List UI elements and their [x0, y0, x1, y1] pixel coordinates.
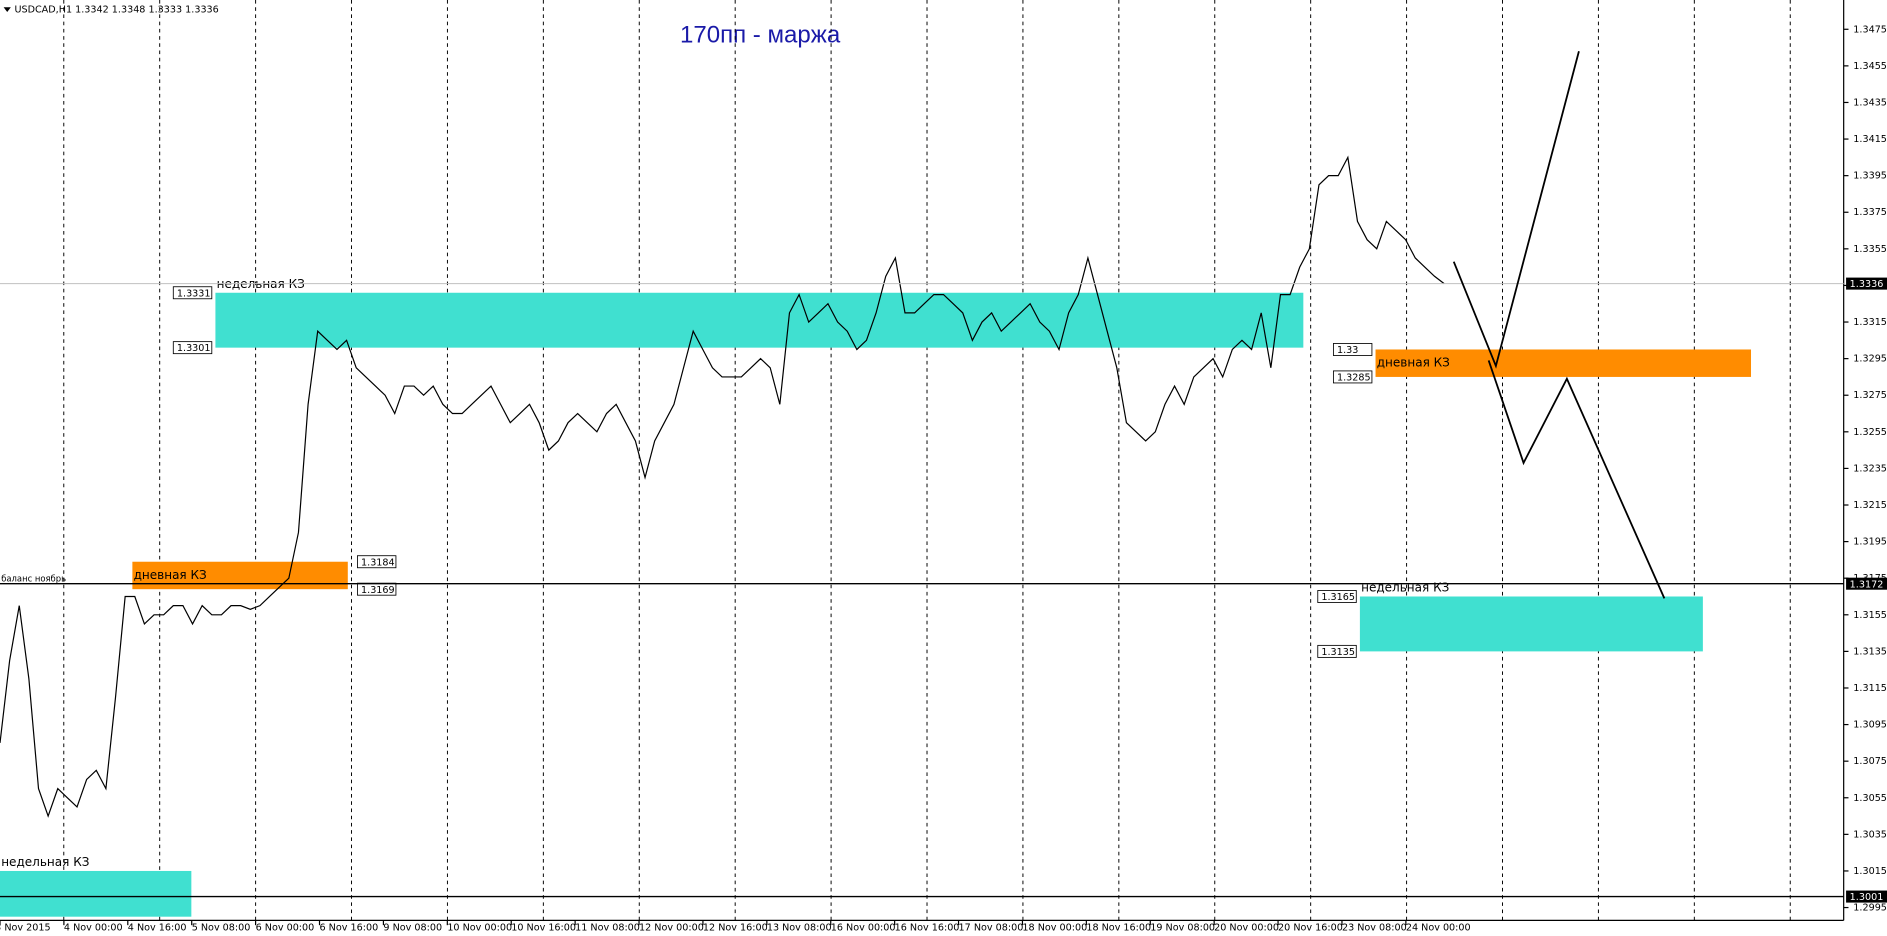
y-tick-label: 1.3015 [1853, 866, 1887, 877]
y-tick-label: 1.3315 [1853, 317, 1887, 328]
zone-price-label: 1.3285 [1337, 373, 1371, 384]
x-tick-label: 3 Nov 2015 [0, 923, 51, 934]
zone-price-label-box [357, 555, 397, 569]
zone-price-label-box [172, 341, 213, 355]
x-tick-label: 9 Nov 08:00 [383, 923, 442, 934]
zone-price-label: 1.3184 [361, 557, 395, 568]
y-tick-label: 1.3295 [1853, 354, 1887, 365]
zone-price-label-box [1332, 370, 1373, 384]
x-tick-label: 16 Nov 00:00 [831, 923, 896, 934]
y-tick-label: 1.3055 [1853, 793, 1887, 804]
y-tick-label: 1.3475 [1853, 24, 1887, 35]
projection-line [1487, 360, 1666, 599]
y-tick-label: 1.3195 [1853, 537, 1887, 548]
current-price-label-box [1846, 277, 1887, 290]
y-tick-label: 1.3035 [1853, 829, 1887, 840]
x-tick-label: 6 Nov 16:00 [320, 923, 379, 934]
y-tick-label: 1.3255 [1853, 427, 1887, 438]
y-tick-label: 1.2995 [1853, 903, 1887, 914]
zone [132, 561, 348, 590]
y-tick-label: 1.3115 [1853, 683, 1887, 694]
zone-price-label-box [1317, 590, 1357, 603]
y-tick-label: 1.3355 [1853, 244, 1887, 255]
y-tick-label: 1.3155 [1853, 610, 1887, 621]
chart-title: 170пп - маржа [680, 21, 841, 48]
y-tick-label: 1.3235 [1853, 463, 1887, 474]
zone-price-label: 1.3301 [177, 343, 211, 354]
y-tick-label: 1.3215 [1853, 500, 1887, 511]
x-tick-label: 23 Nov 08:00 [1342, 923, 1407, 934]
zone-price-label-box [172, 286, 213, 300]
x-tick-label: 5 Nov 08:00 [192, 923, 251, 934]
x-tick-label: 10 Nov 16:00 [511, 923, 576, 934]
zone-price-label: 1.3135 [1321, 647, 1355, 658]
zone-price-label-box [1317, 644, 1357, 658]
x-tick-label: 20 Nov 00:00 [1214, 923, 1279, 934]
x-tick-label: 6 Nov 00:00 [256, 923, 315, 934]
x-tick-label: 19 Nov 08:00 [1150, 923, 1215, 934]
zone-price-label: 1.3169 [361, 585, 395, 596]
zone-label: дневная КЗ [134, 568, 207, 582]
current-price-label: 1.3336 [1850, 279, 1884, 290]
x-tick-label: 10 Nov 00:00 [447, 923, 512, 934]
x-tick-label: 13 Nov 08:00 [767, 923, 832, 934]
level-price-label-box [1846, 890, 1887, 903]
zone [1359, 596, 1703, 652]
y-tick-label: 1.3395 [1853, 171, 1887, 182]
zone-price-label: 1.33 [1337, 345, 1358, 356]
y-tick-label: 1.3455 [1853, 61, 1887, 72]
x-tick-label: 11 Nov 08:00 [575, 923, 640, 934]
x-tick-label: 4 Nov 16:00 [128, 923, 187, 934]
y-tick-label: 1.3375 [1853, 207, 1887, 218]
level-price-label-box [1846, 577, 1887, 590]
zone-label: дневная КЗ [1377, 356, 1450, 370]
y-tick-label: 1.3095 [1853, 720, 1887, 731]
symbol-header: USDCAD,H1 1.3342 1.3348 1.3333 1.3336 [14, 5, 218, 16]
level-label: баланс ноябрь [1, 573, 66, 583]
menu-arrow[interactable] [3, 7, 11, 13]
x-tick-label: 18 Nov 00:00 [1022, 923, 1087, 934]
x-tick-label: 18 Nov 16:00 [1086, 923, 1151, 934]
x-tick-label: 24 Nov 00:00 [1406, 923, 1471, 934]
zone [0, 870, 192, 917]
x-tick-label: 4 Nov 00:00 [64, 923, 123, 934]
y-tick-label: 1.3275 [1853, 390, 1887, 401]
price-line [0, 155, 1445, 818]
level-price-label: 1.3001 [1850, 892, 1884, 903]
zone-price-label: 1.3331 [177, 288, 211, 299]
zone-label: недельная КЗ [1361, 581, 1449, 595]
y-tick-label: 1.3075 [1853, 756, 1887, 767]
projection-line [1452, 51, 1580, 369]
zone-price-label: 1.3165 [1321, 592, 1355, 603]
level-price-label: 1.3172 [1850, 579, 1884, 590]
y-tick-label: 1.3135 [1853, 646, 1887, 657]
x-tick-label: 20 Nov 16:00 [1278, 923, 1343, 934]
x-tick-label: 17 Nov 08:00 [959, 923, 1024, 934]
x-tick-label: 16 Nov 16:00 [895, 923, 960, 934]
zone-label: недельная КЗ [1, 855, 89, 869]
zone-price-label-box [1332, 343, 1373, 356]
x-tick-label: 12 Nov 16:00 [703, 923, 768, 934]
zone [215, 292, 1304, 348]
y-tick-label: 1.3415 [1853, 134, 1887, 145]
zone [1375, 349, 1752, 377]
y-tick-label: 1.3435 [1853, 97, 1887, 108]
x-tick-label: 12 Nov 00:00 [639, 923, 704, 934]
